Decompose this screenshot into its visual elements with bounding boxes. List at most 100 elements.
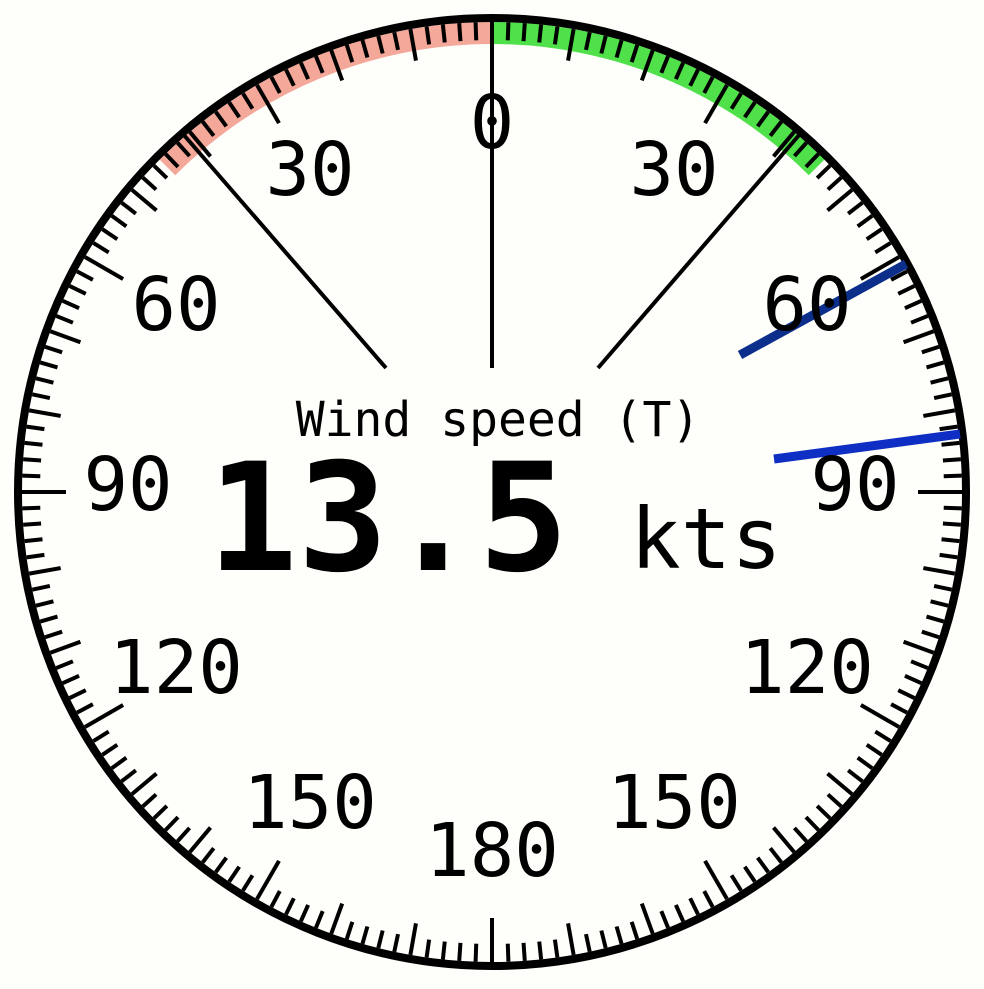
tick-mark — [865, 227, 883, 241]
tick-mark — [360, 925, 370, 945]
tick-mark — [39, 614, 59, 624]
tick-mark — [49, 329, 82, 345]
tick-mark — [659, 910, 670, 929]
tick-mark — [440, 24, 447, 43]
label-150-left: 150 — [243, 760, 377, 846]
wind-speed-unit: kts — [630, 490, 782, 588]
tick-mark — [702, 890, 715, 908]
tick-mark — [152, 164, 169, 180]
guide-lines — [181, 52, 802, 370]
tick-mark — [629, 921, 640, 940]
tick-mark — [83, 703, 125, 729]
tick-mark — [521, 942, 527, 961]
tick-mark — [39, 360, 59, 370]
label-120-left: 120 — [109, 625, 243, 711]
tick-mark — [674, 904, 685, 923]
tick-mark — [865, 743, 883, 757]
tick-mark — [473, 22, 479, 41]
tick-mark — [890, 269, 908, 282]
tick-mark — [537, 24, 544, 43]
tick-mark — [201, 846, 216, 864]
tick-mark — [826, 792, 843, 808]
tick-mark — [31, 584, 51, 592]
tick-mark — [939, 552, 958, 560]
tick-mark — [214, 110, 228, 128]
tick-mark — [457, 23, 463, 42]
tick-mark — [176, 141, 192, 158]
tick-mark — [241, 92, 255, 110]
label-180: 180 — [425, 808, 559, 894]
tick-mark — [804, 152, 820, 169]
tick-mark — [152, 804, 169, 820]
tick-mark — [941, 440, 960, 447]
tick-mark — [897, 688, 916, 700]
tick-mark — [756, 856, 770, 874]
tick-mark — [44, 344, 63, 355]
tick-mark — [703, 859, 729, 901]
tick-mark — [120, 768, 138, 783]
tick-mark — [284, 68, 296, 87]
tick-mark — [344, 44, 355, 63]
tick-mark — [24, 440, 43, 447]
tick-mark — [804, 815, 820, 832]
tick-mark — [299, 61, 310, 80]
tick-mark — [826, 188, 854, 212]
tick-mark — [521, 23, 527, 42]
tick-mark — [537, 941, 544, 960]
tick-mark — [639, 49, 655, 82]
tick-mark — [768, 120, 783, 138]
tick-mark — [756, 110, 770, 128]
tick-mark — [505, 943, 511, 962]
tick-mark — [392, 933, 400, 953]
tick-mark — [826, 772, 854, 796]
tick-mark — [440, 941, 447, 960]
tick-mark — [255, 859, 281, 901]
tick-mark — [28, 408, 62, 418]
tick-mark — [164, 152, 180, 169]
tick-mark — [584, 31, 592, 51]
tick-mark — [688, 68, 700, 87]
tick-mark — [329, 49, 345, 82]
tick-mark — [314, 55, 325, 74]
tick-mark — [897, 284, 916, 296]
tick-mark — [49, 639, 82, 655]
tick-mark — [141, 792, 158, 808]
tick-mark — [22, 505, 41, 511]
tick-mark — [599, 930, 608, 949]
wind-needles — [737, 260, 961, 464]
tick-mark — [902, 639, 935, 655]
tick-mark — [874, 729, 892, 743]
tick-mark — [874, 241, 892, 255]
tick-mark — [856, 214, 874, 228]
tick-mark — [815, 164, 832, 180]
tick-mark — [856, 756, 874, 770]
tick-mark — [859, 703, 901, 729]
tick-mark — [703, 83, 729, 125]
tick-mark — [28, 566, 62, 576]
tick-mark — [424, 26, 432, 45]
tick-mark — [76, 702, 94, 715]
tick-mark — [846, 201, 864, 216]
label-30-right: 30 — [629, 127, 718, 213]
tick-mark — [629, 44, 640, 63]
tick-mark — [188, 826, 212, 854]
label-90-left: 90 — [83, 442, 172, 528]
tick-mark — [941, 537, 960, 544]
tick-mark — [408, 28, 418, 62]
tick-mark — [360, 39, 370, 59]
tick-mark — [83, 255, 125, 281]
tick-mark — [826, 176, 843, 192]
label-120-right: 120 — [740, 625, 874, 711]
tick-mark — [284, 897, 296, 916]
tick-mark — [772, 826, 796, 854]
tick-mark — [859, 255, 901, 281]
tick-mark — [921, 344, 940, 355]
tick-mark — [130, 188, 158, 212]
tick-mark — [614, 39, 624, 59]
tick-mark — [792, 141, 808, 158]
guide-line-right — [596, 132, 802, 370]
tick-mark — [566, 28, 576, 62]
tick-mark — [688, 897, 700, 916]
tick-mark — [930, 376, 949, 385]
